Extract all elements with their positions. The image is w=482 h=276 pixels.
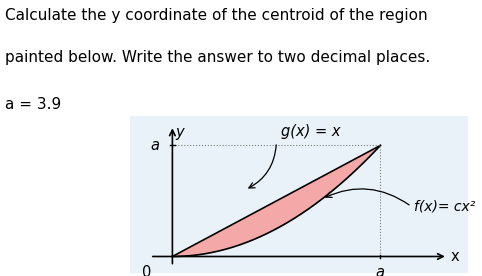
Text: Calculate the y coordinate of the centroid of the region: Calculate the y coordinate of the centro… [5,8,428,23]
Text: x: x [450,249,459,264]
Text: painted below. Write the answer to two decimal places.: painted below. Write the answer to two d… [5,50,430,65]
Text: g(x) = x: g(x) = x [281,124,340,139]
Text: 0: 0 [142,266,152,276]
Text: y: y [175,125,184,140]
Text: f(x)= cx²: f(x)= cx² [414,200,475,214]
Text: a: a [376,266,385,276]
Text: a = 3.9: a = 3.9 [5,97,61,112]
Text: a: a [150,138,159,153]
